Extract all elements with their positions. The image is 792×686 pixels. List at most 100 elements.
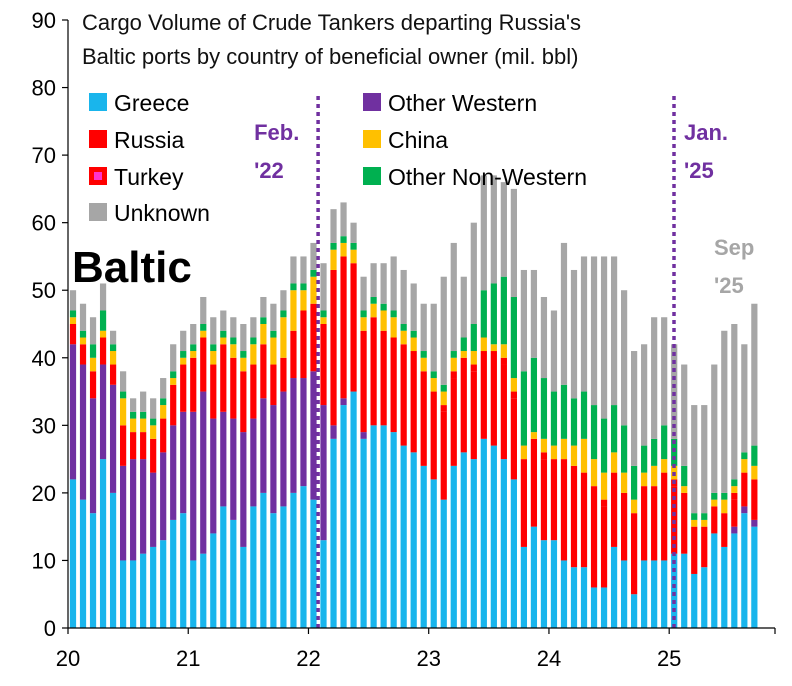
legend-swatch-inner bbox=[94, 172, 102, 180]
bar-segment-other-non-western bbox=[230, 337, 237, 345]
bar-segment-china bbox=[120, 398, 127, 426]
bar-segment-other-non-western bbox=[360, 310, 367, 318]
bar-segment-china bbox=[400, 330, 407, 345]
bar-stack bbox=[430, 303, 437, 628]
bar-segment-russia bbox=[580, 472, 588, 568]
bar-segment-unknown bbox=[340, 202, 347, 237]
bar-segment-unknown bbox=[711, 364, 718, 493]
bar-stack bbox=[380, 263, 387, 628]
bar-segment-russia bbox=[140, 432, 147, 460]
legend-swatch bbox=[89, 93, 107, 111]
bar-segment-other-non-western bbox=[380, 303, 387, 311]
y-ticks: 0 10 20 30 40 50 60 70 80 90 bbox=[32, 8, 68, 641]
bar-segment-russia bbox=[250, 364, 257, 419]
bar-segment-other-non-western bbox=[671, 438, 678, 466]
bar-segment-unknown bbox=[120, 371, 127, 392]
bar-segment-greece bbox=[520, 546, 528, 628]
bar-segment-other-non-western bbox=[570, 398, 578, 446]
bar-segment-russia bbox=[510, 398, 517, 480]
bar-segment-russia bbox=[300, 310, 307, 379]
bar-segment-russia bbox=[150, 438, 157, 473]
bar-segment-other-non-western bbox=[510, 296, 517, 379]
bar-segment-china bbox=[560, 438, 568, 460]
bar-segment-china bbox=[490, 344, 497, 352]
x-tick-label: 22 bbox=[296, 646, 320, 671]
bar-stack bbox=[280, 290, 287, 628]
bar-segment-china bbox=[510, 378, 517, 392]
bar-segment-russia bbox=[310, 303, 317, 372]
bar-segment-china bbox=[200, 330, 207, 338]
bar-segment-other-non-western bbox=[370, 296, 377, 304]
bar-segment-china bbox=[470, 351, 477, 365]
bar-segment-turkey bbox=[510, 391, 517, 399]
bars-layer bbox=[69, 175, 758, 628]
bar-segment-greece bbox=[570, 567, 578, 628]
bar-segment-china bbox=[130, 418, 137, 433]
bar-segment-greece bbox=[99, 459, 107, 628]
bar-segment-other-non-western bbox=[210, 344, 217, 352]
annotation-label-line-1: Feb. bbox=[254, 120, 299, 145]
bar-segment-china bbox=[380, 310, 387, 331]
bar-segment-unknown bbox=[200, 296, 207, 324]
bar-segment-greece bbox=[500, 459, 507, 628]
bar-segment-other-western bbox=[89, 398, 97, 514]
bar-segment-other-western bbox=[109, 384, 117, 493]
bar-segment-greece bbox=[260, 492, 267, 628]
bar-stack bbox=[360, 276, 367, 628]
bar-segment-china bbox=[340, 242, 347, 257]
bar-stack bbox=[480, 175, 487, 628]
y-tick-label: 90 bbox=[32, 8, 56, 33]
bar-stack bbox=[300, 256, 307, 628]
bar-segment-other-western bbox=[180, 411, 187, 514]
bar-segment-unknown bbox=[210, 317, 217, 345]
legend-label: Other Western bbox=[388, 90, 537, 116]
bar-stack bbox=[180, 330, 187, 628]
bar-segment-unknown bbox=[470, 222, 477, 324]
bar-stack bbox=[109, 330, 117, 628]
bar-segment-unknown bbox=[150, 398, 157, 419]
bar-segment-unknown bbox=[310, 242, 317, 270]
bar-segment-unknown bbox=[320, 263, 327, 311]
bar-segment-china bbox=[590, 459, 598, 487]
bar-stack bbox=[330, 209, 337, 628]
bar-stack bbox=[230, 317, 237, 628]
bar-segment-china bbox=[430, 378, 437, 392]
bar-segment-greece bbox=[160, 540, 167, 628]
bar-segment-other-western bbox=[170, 425, 177, 520]
bar-segment-greece bbox=[450, 465, 457, 628]
bar-stack bbox=[721, 330, 728, 628]
bar-segment-unknown bbox=[420, 303, 427, 352]
bar-segment-unknown bbox=[691, 405, 698, 514]
bar-segment-russia bbox=[360, 330, 367, 433]
bar-segment-greece bbox=[190, 560, 197, 628]
bar-segment-unknown bbox=[741, 344, 748, 453]
bar-segment-russia bbox=[170, 384, 177, 426]
annotation-label-line-2: '25 bbox=[714, 273, 744, 298]
bar-segment-china bbox=[360, 317, 367, 331]
x-tick-label: 23 bbox=[416, 646, 440, 671]
bar-segment-china bbox=[741, 459, 748, 473]
bar-segment-other-non-western bbox=[470, 324, 477, 352]
bar-segment-russia bbox=[520, 459, 528, 547]
bar-segment-other-non-western bbox=[250, 337, 257, 345]
bar-stack bbox=[610, 256, 618, 628]
bar-segment-china bbox=[140, 418, 147, 433]
bar-segment-unknown bbox=[380, 263, 387, 304]
bar-segment-unknown bbox=[641, 344, 648, 446]
bar-segment-china bbox=[721, 499, 728, 514]
bar-segment-greece bbox=[751, 526, 758, 628]
bar-segment-russia bbox=[240, 371, 247, 433]
bar-segment-china bbox=[240, 357, 247, 372]
bar-segment-greece bbox=[390, 432, 397, 628]
bar-segment-unknown bbox=[79, 303, 87, 331]
bar-segment-china bbox=[711, 499, 718, 507]
bar-segment-other-non-western bbox=[140, 411, 147, 419]
bar-segment-china bbox=[310, 276, 317, 304]
bar-segment-unknown bbox=[99, 283, 107, 311]
bar-segment-other-western bbox=[130, 459, 137, 561]
y-tick-label: 70 bbox=[32, 143, 56, 168]
bar-segment-china bbox=[230, 344, 237, 358]
bar-segment-greece bbox=[130, 560, 137, 628]
bar-segment-unknown bbox=[600, 256, 608, 419]
bar-segment-china bbox=[410, 337, 417, 352]
